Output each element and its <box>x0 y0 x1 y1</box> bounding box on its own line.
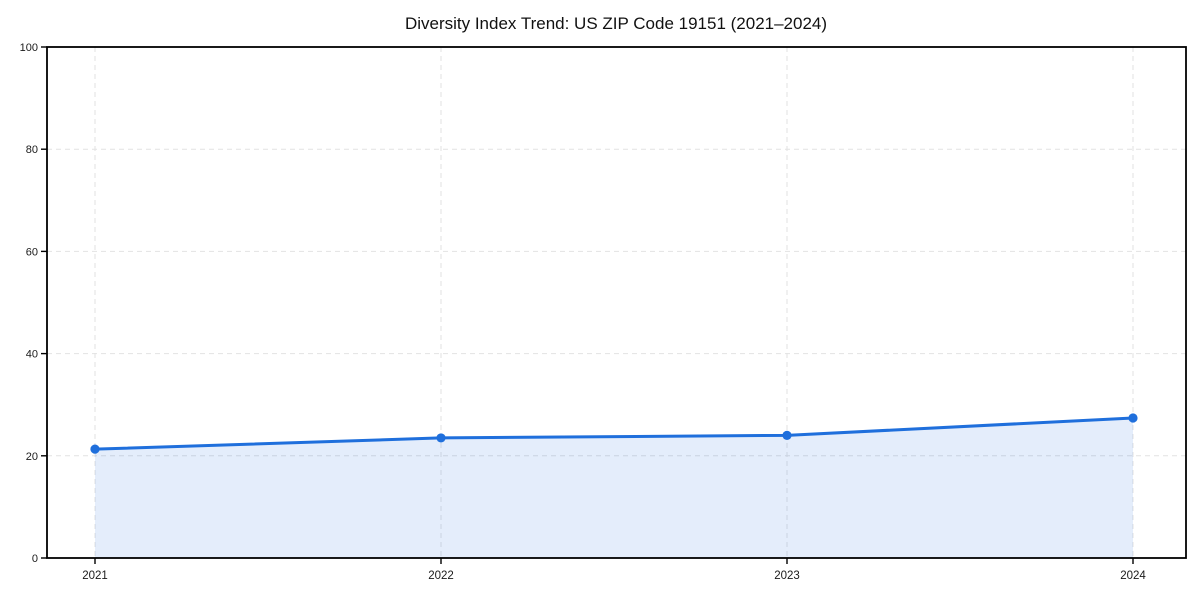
y-axis-tick-label: 100 <box>20 42 38 54</box>
y-axis-tick-label: 20 <box>26 451 38 463</box>
axis-tick-labels-layer: 0 20 40 60 80 100 2021 2022 2023 2024 <box>20 42 1147 582</box>
x-axis-tick-label: 2022 <box>428 570 454 582</box>
x-axis-tick-label: 2021 <box>82 570 108 582</box>
trend-line <box>93 416 1135 451</box>
area-fill <box>95 417 1133 558</box>
trend-line-layer <box>93 416 1135 451</box>
data-point <box>1128 413 1138 423</box>
x-axis-tick-label: 2023 <box>774 570 800 582</box>
data-point <box>782 430 792 440</box>
y-axis-tick-label: 0 <box>32 553 38 565</box>
axis-ticks-layer <box>41 46 1134 564</box>
data-point-layer <box>90 413 1138 454</box>
y-axis-tick-label: 40 <box>26 349 38 361</box>
data-point <box>436 433 446 443</box>
y-axis-tick-label: 80 <box>26 144 38 156</box>
area-fill-layer <box>95 417 1133 558</box>
y-axis-tick-label: 60 <box>26 246 38 258</box>
data-point <box>90 444 100 454</box>
x-axis-tick-label: 2024 <box>1120 570 1146 582</box>
chart-title: Diversity Index Trend: US ZIP Code 19151… <box>405 14 827 33</box>
plot-border <box>46 46 1187 559</box>
plot-border-layer <box>46 46 1187 559</box>
